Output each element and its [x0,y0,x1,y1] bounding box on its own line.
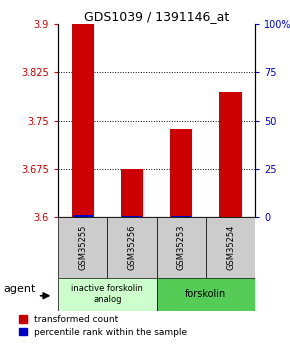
Text: GSM35256: GSM35256 [127,225,137,270]
Text: GSM35253: GSM35253 [177,225,186,270]
Bar [157,217,206,278]
Bar [72,24,94,217]
Bar [107,217,157,278]
Text: GSM35255: GSM35255 [78,225,87,270]
Text: inactive forskolin
analog: inactive forskolin analog [71,284,143,304]
Title: GDS1039 / 1391146_at: GDS1039 / 1391146_at [84,10,229,23]
Text: agent: agent [3,284,35,294]
Bar [58,278,157,310]
Bar [58,217,107,278]
Bar [170,129,192,217]
Bar [171,216,191,217]
Bar [157,278,255,310]
Bar [122,216,142,217]
Legend: transformed count, percentile rank within the sample: transformed count, percentile rank withi… [19,315,188,337]
Bar [121,169,143,217]
Bar [220,92,242,217]
Bar [73,215,93,217]
Bar [206,217,255,278]
Text: forskolin: forskolin [185,289,226,299]
Text: GSM35254: GSM35254 [226,225,235,270]
